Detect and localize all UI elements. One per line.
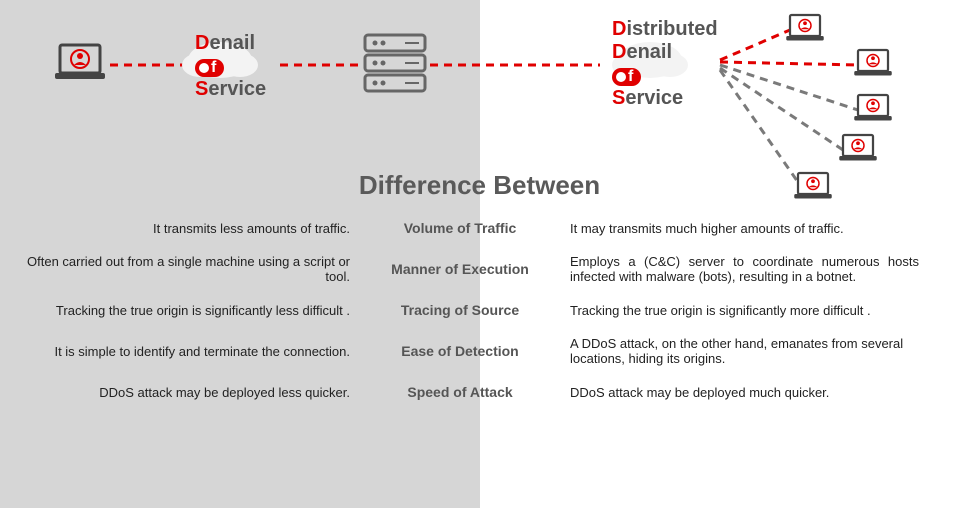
dos-detect-text: It is simple to identify and terminate t… bbox=[0, 344, 360, 359]
dos-title: Denail f Service bbox=[195, 32, 266, 101]
ddos-trace-text: Tracking the true origin is significantl… bbox=[560, 303, 939, 318]
ddos-speed-text: DDoS attack may be deployed much quicker… bbox=[560, 385, 939, 400]
ddos-detect-text: A DDoS attack, on the other hand, emanat… bbox=[560, 336, 939, 366]
dos-speed-text: DDoS attack may be deployed less quicker… bbox=[0, 385, 360, 400]
category-trace: Tracing of Source bbox=[360, 302, 560, 318]
category-speed: Speed of Attack bbox=[360, 384, 560, 400]
ddos-title: Distributed Denail f Service bbox=[612, 18, 718, 110]
category-detect: Ease of Detection bbox=[360, 343, 560, 359]
ddos-volume-text: It may transmits much higher amounts of … bbox=[560, 221, 939, 236]
ddos-exec-text: Employs a (C&C) server to coordinate num… bbox=[560, 254, 939, 284]
comparison-table: It transmits less amounts of traffic. Vo… bbox=[0, 220, 959, 418]
dos-trace-text: Tracking the true origin is significantl… bbox=[0, 303, 360, 318]
row-execution: Often carried out from a single machine … bbox=[0, 254, 959, 284]
row-tracing: Tracking the true origin is significantl… bbox=[0, 302, 959, 318]
category-exec: Manner of Execution bbox=[360, 261, 560, 277]
row-detection: It is simple to identify and terminate t… bbox=[0, 336, 959, 366]
row-speed: DDoS attack may be deployed less quicker… bbox=[0, 384, 959, 400]
row-volume: It transmits less amounts of traffic. Vo… bbox=[0, 220, 959, 236]
dos-volume-text: It transmits less amounts of traffic. bbox=[0, 221, 360, 236]
dos-exec-text: Often carried out from a single machine … bbox=[0, 254, 360, 284]
main-heading: Difference Between bbox=[0, 170, 959, 201]
category-volume: Volume of Traffic bbox=[360, 220, 560, 236]
